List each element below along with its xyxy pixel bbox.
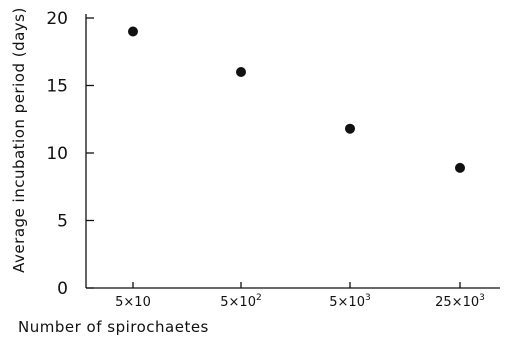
x-axis-title: Number of spirochaetes bbox=[18, 318, 209, 336]
data-point bbox=[128, 26, 138, 37]
axes bbox=[85, 14, 500, 289]
y-axis-title: Average incubation period (days) bbox=[10, 7, 28, 273]
x-tick-label: 5×103 bbox=[329, 293, 370, 310]
y-tick-label: 10 bbox=[46, 144, 68, 164]
x-ticks: 5×10 5×102 5×103 25×103 bbox=[115, 282, 485, 310]
x-tick-label: 25×103 bbox=[435, 293, 485, 310]
data-point bbox=[236, 67, 246, 77]
x-tick-label: 5×10 bbox=[115, 295, 151, 310]
data-point bbox=[345, 123, 355, 134]
y-tick-label: 15 bbox=[46, 77, 68, 97]
y-tick-label: 20 bbox=[46, 9, 68, 29]
data-points bbox=[128, 26, 465, 173]
data-point bbox=[455, 162, 465, 173]
x-tick-label: 5×102 bbox=[220, 293, 261, 310]
y-tick-label: 0 bbox=[57, 279, 68, 299]
y-ticks: 0 5 10 15 20 bbox=[46, 9, 94, 299]
y-tick-label: 5 bbox=[57, 212, 68, 232]
